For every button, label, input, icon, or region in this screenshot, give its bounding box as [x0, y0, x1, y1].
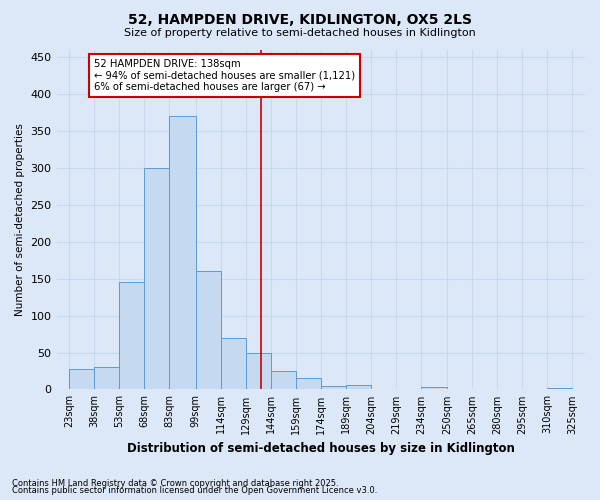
Text: Contains public sector information licensed under the Open Government Licence v3: Contains public sector information licen… — [12, 486, 377, 495]
Bar — [169, 116, 196, 390]
Bar — [547, 388, 572, 390]
Y-axis label: Number of semi-detached properties: Number of semi-detached properties — [15, 124, 25, 316]
Bar — [119, 282, 144, 390]
Text: 52, HAMPDEN DRIVE, KIDLINGTON, OX5 2LS: 52, HAMPDEN DRIVE, KIDLINGTON, OX5 2LS — [128, 12, 472, 26]
Bar — [296, 378, 321, 390]
Bar — [321, 386, 346, 390]
Text: 52 HAMPDEN DRIVE: 138sqm
← 94% of semi-detached houses are smaller (1,121)
6% of: 52 HAMPDEN DRIVE: 138sqm ← 94% of semi-d… — [94, 59, 355, 92]
Bar — [271, 371, 296, 390]
Bar — [94, 368, 119, 390]
Bar — [421, 387, 448, 390]
Text: Contains HM Land Registry data © Crown copyright and database right 2025.: Contains HM Land Registry data © Crown c… — [12, 478, 338, 488]
Bar — [246, 352, 271, 390]
Bar — [221, 338, 246, 390]
Bar — [196, 272, 221, 390]
Text: Size of property relative to semi-detached houses in Kidlington: Size of property relative to semi-detach… — [124, 28, 476, 38]
Bar — [346, 385, 371, 390]
Bar — [69, 369, 94, 390]
Bar — [144, 168, 169, 390]
X-axis label: Distribution of semi-detached houses by size in Kidlington: Distribution of semi-detached houses by … — [127, 442, 515, 455]
